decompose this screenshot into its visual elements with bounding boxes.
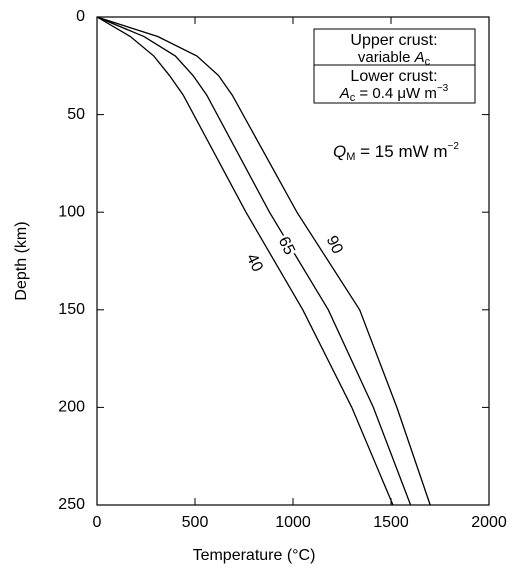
y-tick-label: 50 [67,106,85,123]
x-tick-label: 0 [93,514,102,531]
legend-text: −3 [437,83,449,94]
legend-text: Upper crust: [350,32,437,49]
annotation-text: −2 [448,141,460,152]
legend-text: c [425,56,431,68]
annotation: QM = 15 mW m−2 [333,141,459,163]
x-tick-label: 1000 [275,514,311,531]
legend-text: Ac = 0.4 μW m−3 [339,83,449,104]
line [96,16,431,506]
x-axis-label: Temperature (°C) [193,547,316,564]
legend-text: = 0.4 μW m [355,85,437,102]
line [96,16,412,506]
x-tick-label: 1500 [373,514,409,531]
line-label: 90 [323,233,346,257]
line [96,16,394,506]
legend-text: A [414,49,425,66]
annotation-text: = 15 mW m [355,142,447,161]
annotation-text: Q [333,142,346,161]
legend-box [313,28,476,104]
legend-text: c [350,92,356,104]
x-tick-label: 2000 [471,514,507,531]
line-label: 40 [243,251,266,275]
y-tick-label: 200 [58,399,85,416]
legend-text: variable Ac [358,49,431,68]
y-tick-label: 150 [58,301,85,318]
y-tick-label: 100 [58,203,85,220]
legend-text: A [339,85,350,102]
plot-frame [96,16,490,506]
y-axis-label: Depth (km) [13,221,30,300]
legend-text: Lower crust: [350,68,437,85]
annotation-text: M [346,151,355,163]
y-tick-label: 0 [76,8,85,25]
legend-text: variable [358,49,415,66]
x-tick-label: 500 [182,514,209,531]
y-tick-label: 250 [58,496,85,513]
